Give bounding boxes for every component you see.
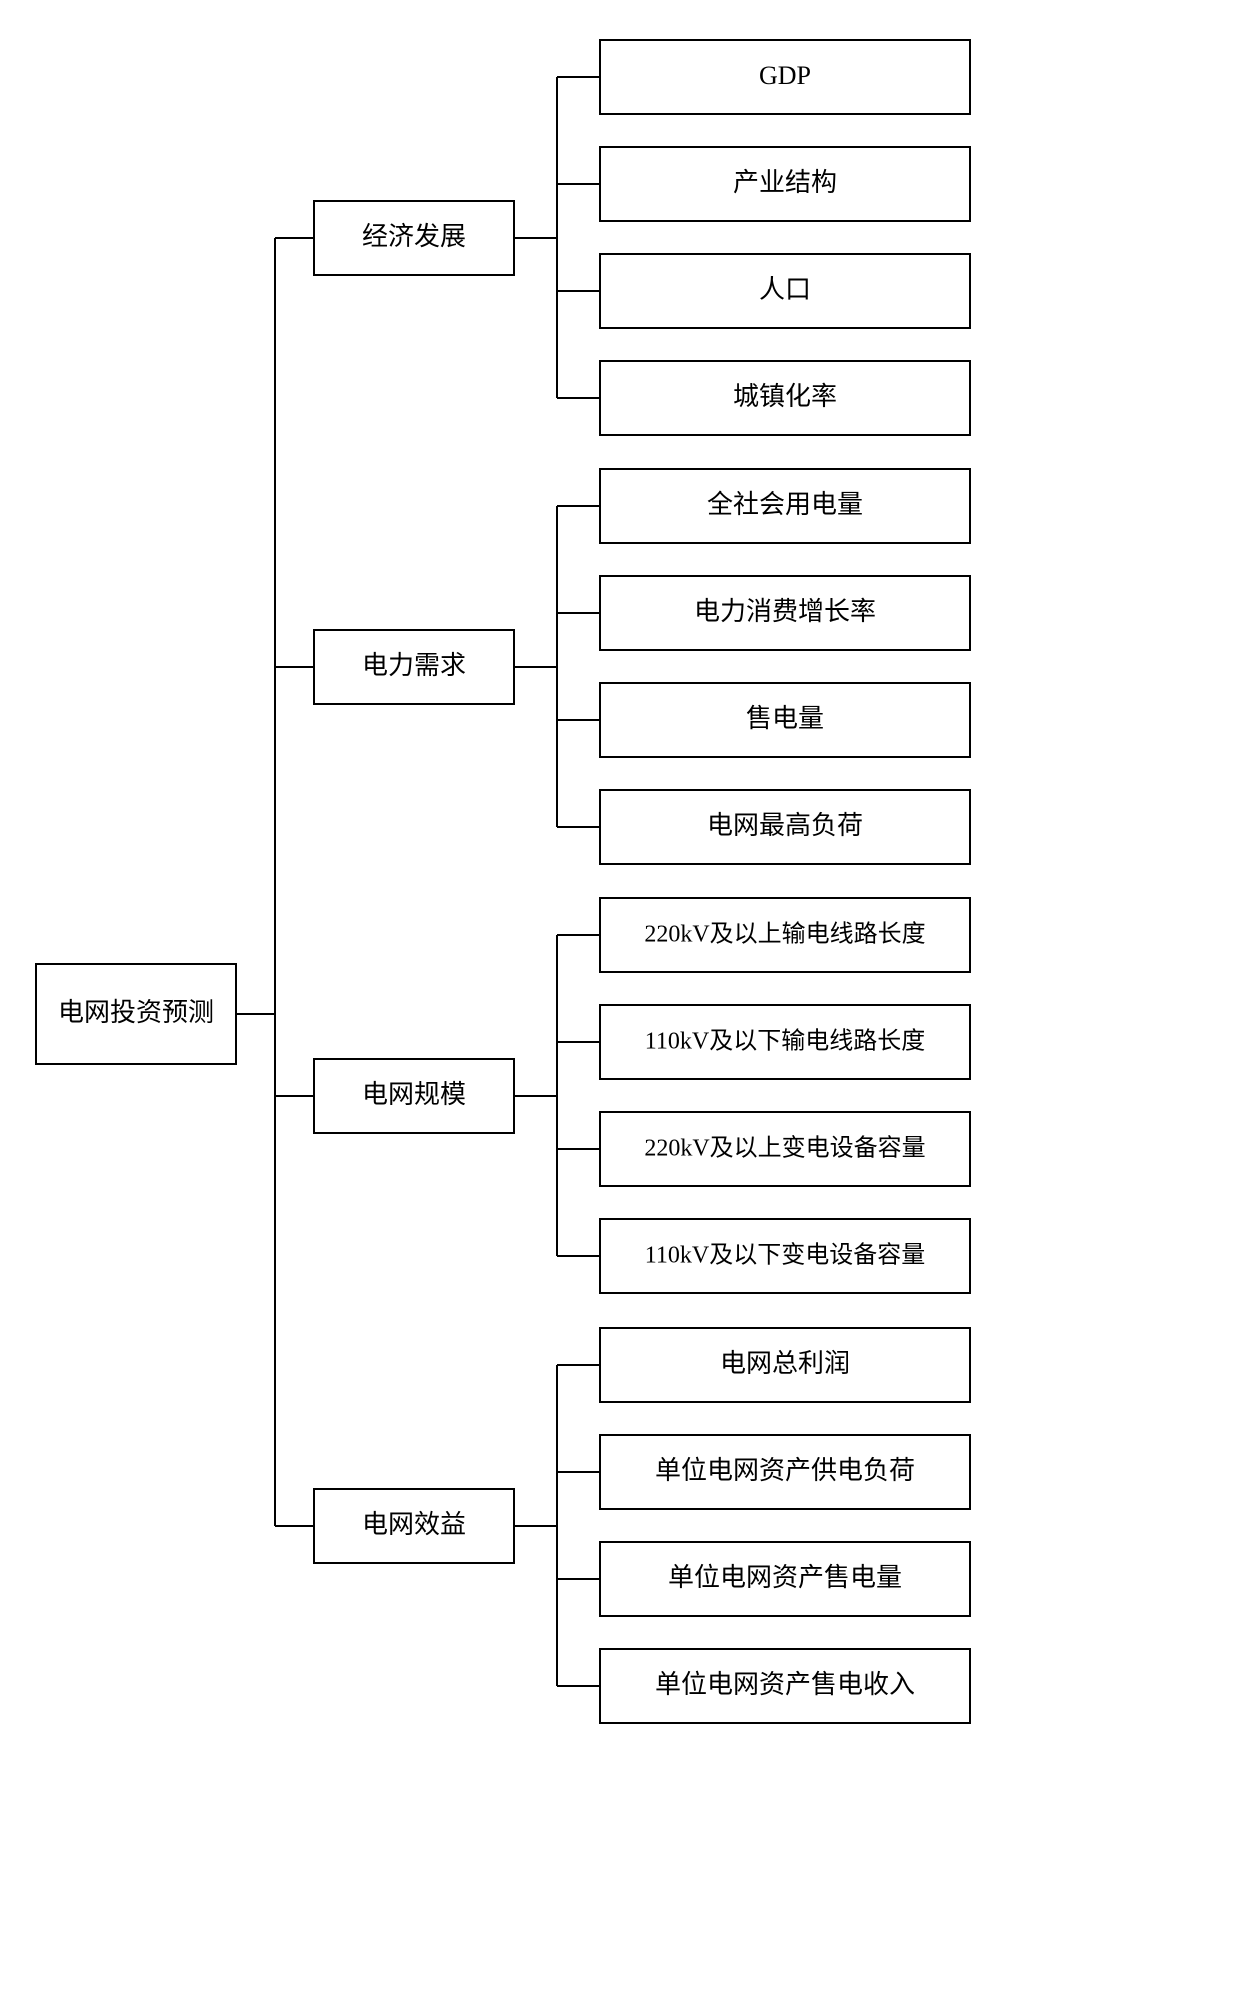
l3-node-line110-label: 110kV及以下输电线路长度 bbox=[645, 1028, 925, 1055]
tree-diagram: 电网投资预测 经济发展电力需求电网规模电网效益 GDP 产业结构人口城镇化率全社会用电… bbox=[0, 0, 1240, 1998]
l3-node-population-label: 人口 bbox=[759, 275, 811, 304]
l2-node-eco-label: 经济发展 bbox=[362, 222, 466, 251]
l3-node-line220-label: 220kV及以上输电线路长度 bbox=[644, 921, 925, 948]
l3-node-sale-label: 售电量 bbox=[746, 704, 824, 733]
l3-node-total_use-label: 全社会用电量 bbox=[707, 490, 863, 519]
l3-node-income_per-label: 单位电网资产售电收入 bbox=[655, 1670, 915, 1699]
l3-node-urban-label: 城镇化率 bbox=[733, 382, 837, 411]
l3-node-industry-label: 产业结构 bbox=[733, 168, 837, 197]
l2-node-demand-label: 电力需求 bbox=[362, 651, 466, 680]
l3-node-profit-label: 电网总利润 bbox=[720, 1349, 850, 1378]
root-node-label: 电网投资预测 bbox=[58, 998, 214, 1027]
l3-node-growth-label: 电力消费增长率 bbox=[694, 597, 876, 626]
l2-node-scale-label: 电网规模 bbox=[362, 1080, 466, 1109]
l3-node-peak-label: 电网最高负荷 bbox=[707, 811, 863, 840]
l3-node-gdp-label: GDP bbox=[759, 61, 811, 90]
l2-node-benefit-label: 电网效益 bbox=[362, 1510, 466, 1539]
l3-node-load_per-label: 单位电网资产供电负荷 bbox=[655, 1456, 915, 1485]
l3-node-sale_per-label: 单位电网资产售电量 bbox=[668, 1563, 902, 1592]
l3-node-cap110-label: 110kV及以下变电设备容量 bbox=[645, 1242, 925, 1269]
l3-node-cap220-label: 220kV及以上变电设备容量 bbox=[644, 1135, 925, 1162]
